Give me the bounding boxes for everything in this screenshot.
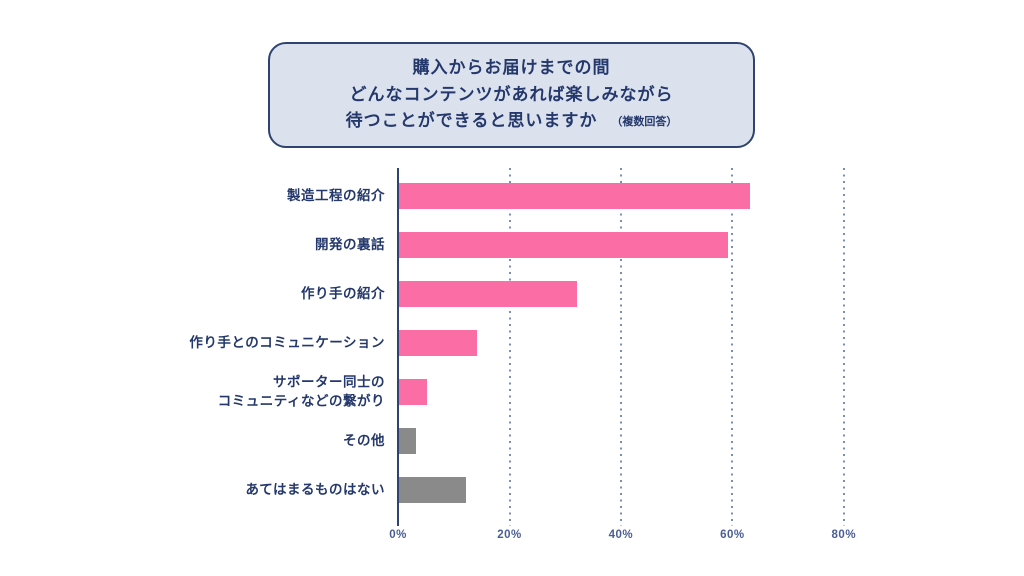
x-tick-label: 40%: [608, 529, 634, 541]
chart-title-line2: どんなコンテンツがあれば楽しみながら: [349, 84, 674, 104]
x-axis-tick-labels: 0% 20% 40% 60% 80%: [0, 529, 1024, 545]
bar: [399, 280, 578, 307]
y-axis-line: [397, 168, 399, 526]
bar-row: 製造工程の紹介: [0, 171, 1024, 220]
chart-title-line3-text: 待つことができると思いますか: [345, 111, 598, 131]
bar-rows: 製造工程の紹介開発の裏話作り手の紹介作り手とのコミュニケーションサポーター同士の…: [0, 171, 1024, 514]
bar: [399, 476, 466, 503]
bar-row: その他: [0, 416, 1024, 465]
bar: [399, 329, 477, 356]
bar-row: 開発の裏話: [0, 220, 1024, 269]
category-label: その他: [343, 432, 385, 448]
category-label: 製造工程の紹介: [287, 187, 385, 203]
chart-title-line3: 待つことができると思いますか （複数回答）: [346, 108, 678, 134]
category-label: あてはまるものはない: [245, 481, 385, 497]
x-tick-label: 60%: [720, 529, 745, 541]
bar-row: 作り手の紹介: [0, 269, 1024, 318]
x-tick-label: 20%: [497, 529, 522, 541]
bar-row: 作り手とのコミュニケーション: [0, 318, 1024, 367]
category-label: 作り手とのコミュニケーション: [189, 334, 385, 350]
chart-title-line1: 購入からお届けまでの間: [412, 58, 611, 78]
bar: [399, 182, 751, 209]
x-tick-label: 80%: [831, 529, 857, 541]
bar: [399, 427, 416, 454]
category-label: 開発の裏話: [315, 236, 385, 252]
x-tick-label: 0%: [389, 529, 407, 541]
bar-row: サポーター同士の コミュニティなどの繋がり: [0, 367, 1024, 416]
category-label: 作り手の紹介: [301, 285, 385, 301]
multiple-answer-note: （複数回答）: [611, 116, 678, 129]
category-label: サポーター同士の コミュニティなどの繋がり: [217, 373, 385, 409]
bar: [399, 231, 728, 258]
bar: [399, 378, 427, 405]
chart-title-box: 購入からお届けまでの間 どんなコンテンツがあれば楽しみながら 待つことができると…: [268, 42, 755, 148]
bar-row: あてはまるものはない: [0, 465, 1024, 514]
